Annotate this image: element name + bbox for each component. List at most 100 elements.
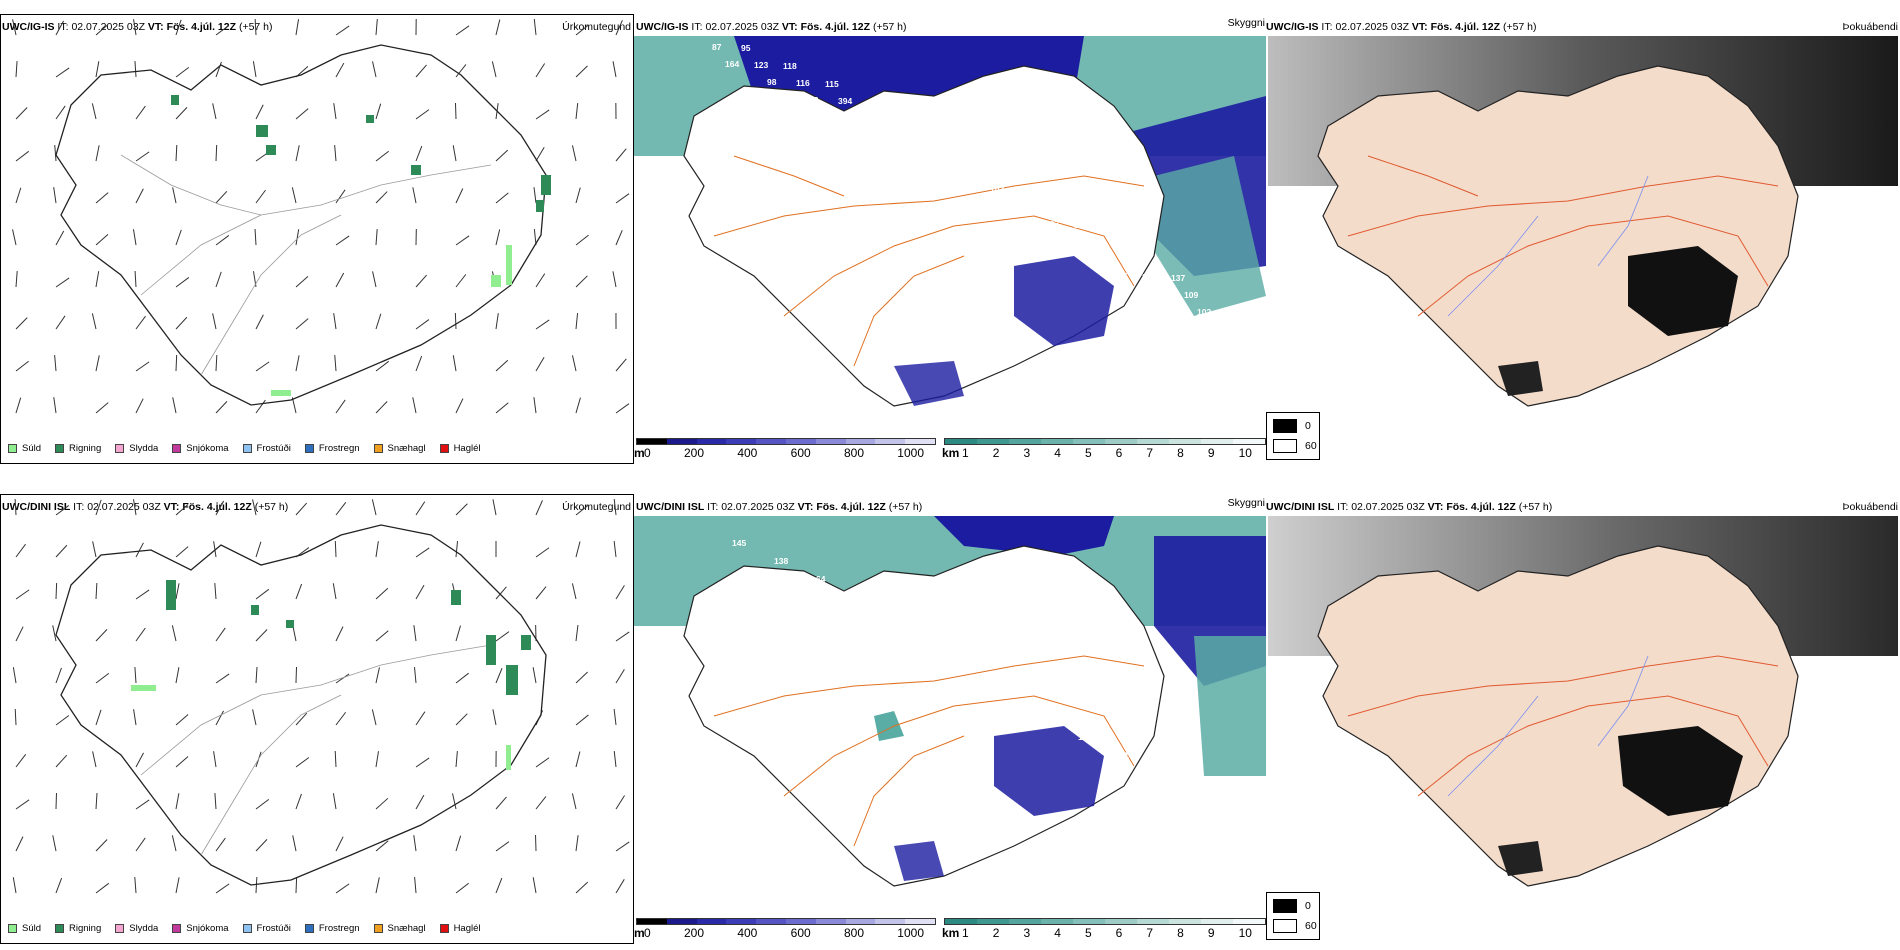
wind-barb bbox=[95, 582, 98, 600]
fog-black-label: 0 bbox=[1305, 900, 1311, 912]
wind-barb bbox=[295, 666, 298, 684]
product-title: Skyggni bbox=[1227, 497, 1265, 509]
visibility-value-label: 95 bbox=[961, 183, 971, 193]
wind-barb bbox=[175, 277, 190, 288]
wind-barb bbox=[455, 713, 468, 726]
km-ticks: 1 2 3 4 5 6 7 8 9 10 bbox=[962, 446, 1252, 460]
wind-barb bbox=[575, 103, 579, 120]
fog-white-swatch bbox=[1273, 439, 1297, 453]
wind-barb bbox=[95, 499, 102, 516]
wind-barb bbox=[295, 876, 298, 894]
wind-barb bbox=[613, 751, 617, 768]
scale-swatch bbox=[726, 439, 757, 444]
scale-swatch bbox=[1105, 439, 1137, 444]
legend-item: Rigning bbox=[55, 923, 101, 934]
legend-swatch bbox=[172, 444, 182, 453]
wind-barb bbox=[535, 547, 550, 558]
visibility-km-bar bbox=[944, 918, 1266, 925]
wind-barb bbox=[95, 24, 109, 36]
visibility-m-bar bbox=[636, 438, 936, 445]
model-name: UWC/DINI ISL bbox=[1266, 501, 1335, 513]
roads bbox=[1347, 155, 1779, 317]
wind-barb bbox=[214, 793, 217, 810]
wind-barb bbox=[255, 588, 270, 600]
init-time: 02.07.2025 03Z bbox=[87, 501, 161, 513]
legend-item: Haglél bbox=[439, 923, 481, 934]
wind-barb bbox=[372, 271, 377, 288]
legend-label: Frostúði bbox=[256, 923, 291, 934]
visibility-map: 164 155 128 150 167 160 98 101 95 99 91 87 93 155 181 1… bbox=[634, 36, 1266, 436]
visibility-value-label: 150 bbox=[1016, 218, 1030, 228]
wind-barb bbox=[134, 61, 137, 78]
panel-precip-type-igis: UWC/IG-IS IT: 02.07.2025 03Z VT: Fös. 4.… bbox=[0, 0, 634, 470]
wind-barb bbox=[15, 836, 24, 852]
tick-label: 3 bbox=[1023, 446, 1031, 460]
scale-swatch bbox=[905, 919, 935, 924]
wind-barbs bbox=[12, 498, 630, 894]
precip-map bbox=[0, 494, 634, 944]
wind-barb bbox=[455, 274, 467, 288]
wind-barb bbox=[575, 881, 589, 894]
legend-label: Súld bbox=[22, 443, 42, 454]
wind-barb bbox=[495, 796, 507, 810]
visibility-scale: m 0 200 400 600 800 1000 km 1 2 3 4 5 6 7 8 9 10 bbox=[634, 438, 1266, 460]
legend-label: Slydda bbox=[129, 923, 159, 934]
valid-time: Fös. 4.júl. 12Z bbox=[1446, 501, 1516, 513]
wind-barb bbox=[575, 65, 588, 78]
wind-barb bbox=[535, 273, 546, 288]
wind-barb bbox=[333, 103, 337, 120]
visibility-value-label: 95 bbox=[741, 43, 751, 53]
wind-barb bbox=[335, 673, 350, 684]
legend-label: Haglél bbox=[453, 923, 481, 934]
wind-barb bbox=[495, 667, 503, 684]
visibility-value-label: 142 bbox=[1087, 237, 1101, 247]
wind-barb bbox=[175, 354, 178, 372]
wind-barb bbox=[55, 277, 70, 288]
visibility-scale: m 0 200 400 600 800 1000 km 1 2 3 4 5 6 7 8 9 10 bbox=[634, 918, 1266, 940]
visibility-value-label: 115 bbox=[825, 79, 839, 89]
visibility-value-label: 98 bbox=[767, 77, 777, 87]
wind-barb bbox=[495, 19, 501, 36]
wind-barb bbox=[575, 625, 579, 642]
legend-label: Snjókoma bbox=[186, 923, 229, 934]
scale-swatch bbox=[845, 439, 876, 444]
wind-barb bbox=[295, 502, 308, 516]
legend-label: Rigning bbox=[69, 443, 102, 454]
wind-barb bbox=[254, 18, 257, 36]
wind-barb bbox=[455, 625, 461, 642]
wind-barb bbox=[615, 148, 627, 162]
visibility-value-label: 109 bbox=[1184, 290, 1198, 300]
visibility-value-label: 248 bbox=[1142, 272, 1156, 282]
wind-barb bbox=[335, 25, 350, 36]
tick-label: 800 bbox=[843, 446, 864, 460]
it-label: IT: bbox=[1337, 501, 1349, 513]
scale-swatch bbox=[1073, 439, 1105, 444]
wind-barb bbox=[415, 319, 430, 330]
wind-barb bbox=[455, 64, 467, 78]
visibility-value-label: 137 bbox=[1171, 273, 1185, 283]
product-title: Þokuábendi bbox=[1842, 501, 1898, 513]
wind-barb bbox=[295, 712, 308, 726]
wind-barb bbox=[175, 793, 180, 810]
scale-swatch bbox=[637, 919, 667, 924]
wind-barb bbox=[615, 669, 625, 684]
wind-barb bbox=[615, 879, 625, 894]
wind-barb bbox=[295, 793, 302, 810]
tick-label: 7 bbox=[1146, 446, 1154, 460]
tick-label: 6 bbox=[1115, 446, 1123, 460]
wind-barb bbox=[375, 541, 379, 558]
wind-barb bbox=[575, 504, 589, 516]
wind-barb bbox=[55, 715, 70, 726]
visibility-value-label: 30 bbox=[1175, 785, 1185, 795]
wind-barb bbox=[133, 499, 137, 516]
wind-barb bbox=[175, 316, 188, 330]
fog-black-swatch bbox=[1273, 899, 1297, 913]
wind-barb bbox=[455, 398, 464, 414]
visibility-value-label: 40 bbox=[728, 326, 738, 336]
wind-barb bbox=[255, 399, 266, 414]
wind-barb bbox=[215, 710, 224, 726]
scale-swatch bbox=[756, 439, 786, 444]
wind-barb bbox=[15, 397, 22, 414]
wind-barb bbox=[455, 188, 464, 204]
fog-black-swatch bbox=[1273, 419, 1297, 433]
